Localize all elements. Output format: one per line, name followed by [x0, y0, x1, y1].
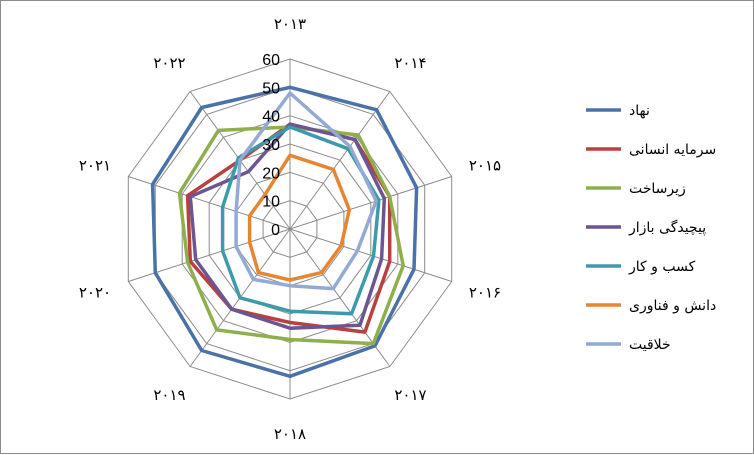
spoke-8: [128, 176, 291, 230]
tick-label: 20: [262, 165, 280, 182]
category-label: ۲۰۱۴: [394, 54, 426, 72]
category-label: ۲۰۲۱: [79, 157, 111, 175]
legend: نهاد سرمایه انسانی زیرساخت پیچیدگی بازار کسب…: [586, 103, 716, 353]
category-label: ۲۰۲۰: [79, 283, 111, 301]
tick-label: 10: [262, 194, 280, 211]
category-label: ۲۰۱۸: [274, 425, 306, 443]
category-label: ۲۰۲۲: [153, 54, 185, 72]
legend-label: زیرساخت: [629, 181, 686, 197]
tick-label: 40: [262, 109, 280, 126]
category-label: ۲۰۱۵: [469, 157, 501, 175]
series-line-0: [150, 85, 419, 379]
radar-series: [150, 85, 419, 379]
legend-label: دانش و فناوری: [629, 298, 716, 314]
tick-label: 50: [262, 80, 280, 97]
tick-label: 0: [271, 222, 280, 239]
tick-label: 30: [262, 137, 280, 154]
series-line-6: [234, 91, 378, 291]
category-label: ۲۰۱۹: [153, 386, 185, 404]
spoke-1: [289, 91, 391, 230]
legend-label: پیچیدگی بازار: [628, 219, 706, 236]
series-line-5: [247, 153, 352, 282]
category-label: ۲۰۱۳: [274, 15, 306, 33]
series-line-2: [177, 125, 405, 346]
legend-label: سرمایه انسانی: [629, 142, 716, 158]
tick-label: 60: [262, 52, 280, 69]
legend-label: کسب و کار: [628, 259, 696, 275]
spoke-3: [289, 228, 452, 282]
series-line-3: [188, 122, 387, 330]
legend-label: خلاقیت: [629, 337, 671, 353]
category-label: ۲۰۱۷: [394, 386, 426, 404]
category-label: ۲۰۱۶: [469, 283, 501, 301]
radial-axis-ticks: 0 10 20 30 40 50 60: [262, 52, 280, 239]
spoke-2: [289, 176, 452, 230]
legend-label: نهاد: [629, 103, 650, 119]
category-labels: ۲۰۱۳ ۲۰۱۴ ۲۰۱۵ ۲۰۱۶ ۲۰۱۷ ۲۰۱۸ ۲۰۱۹ ۲۰۲۰ ۲۰۲۱ ۲۰۲۲: [79, 15, 501, 443]
